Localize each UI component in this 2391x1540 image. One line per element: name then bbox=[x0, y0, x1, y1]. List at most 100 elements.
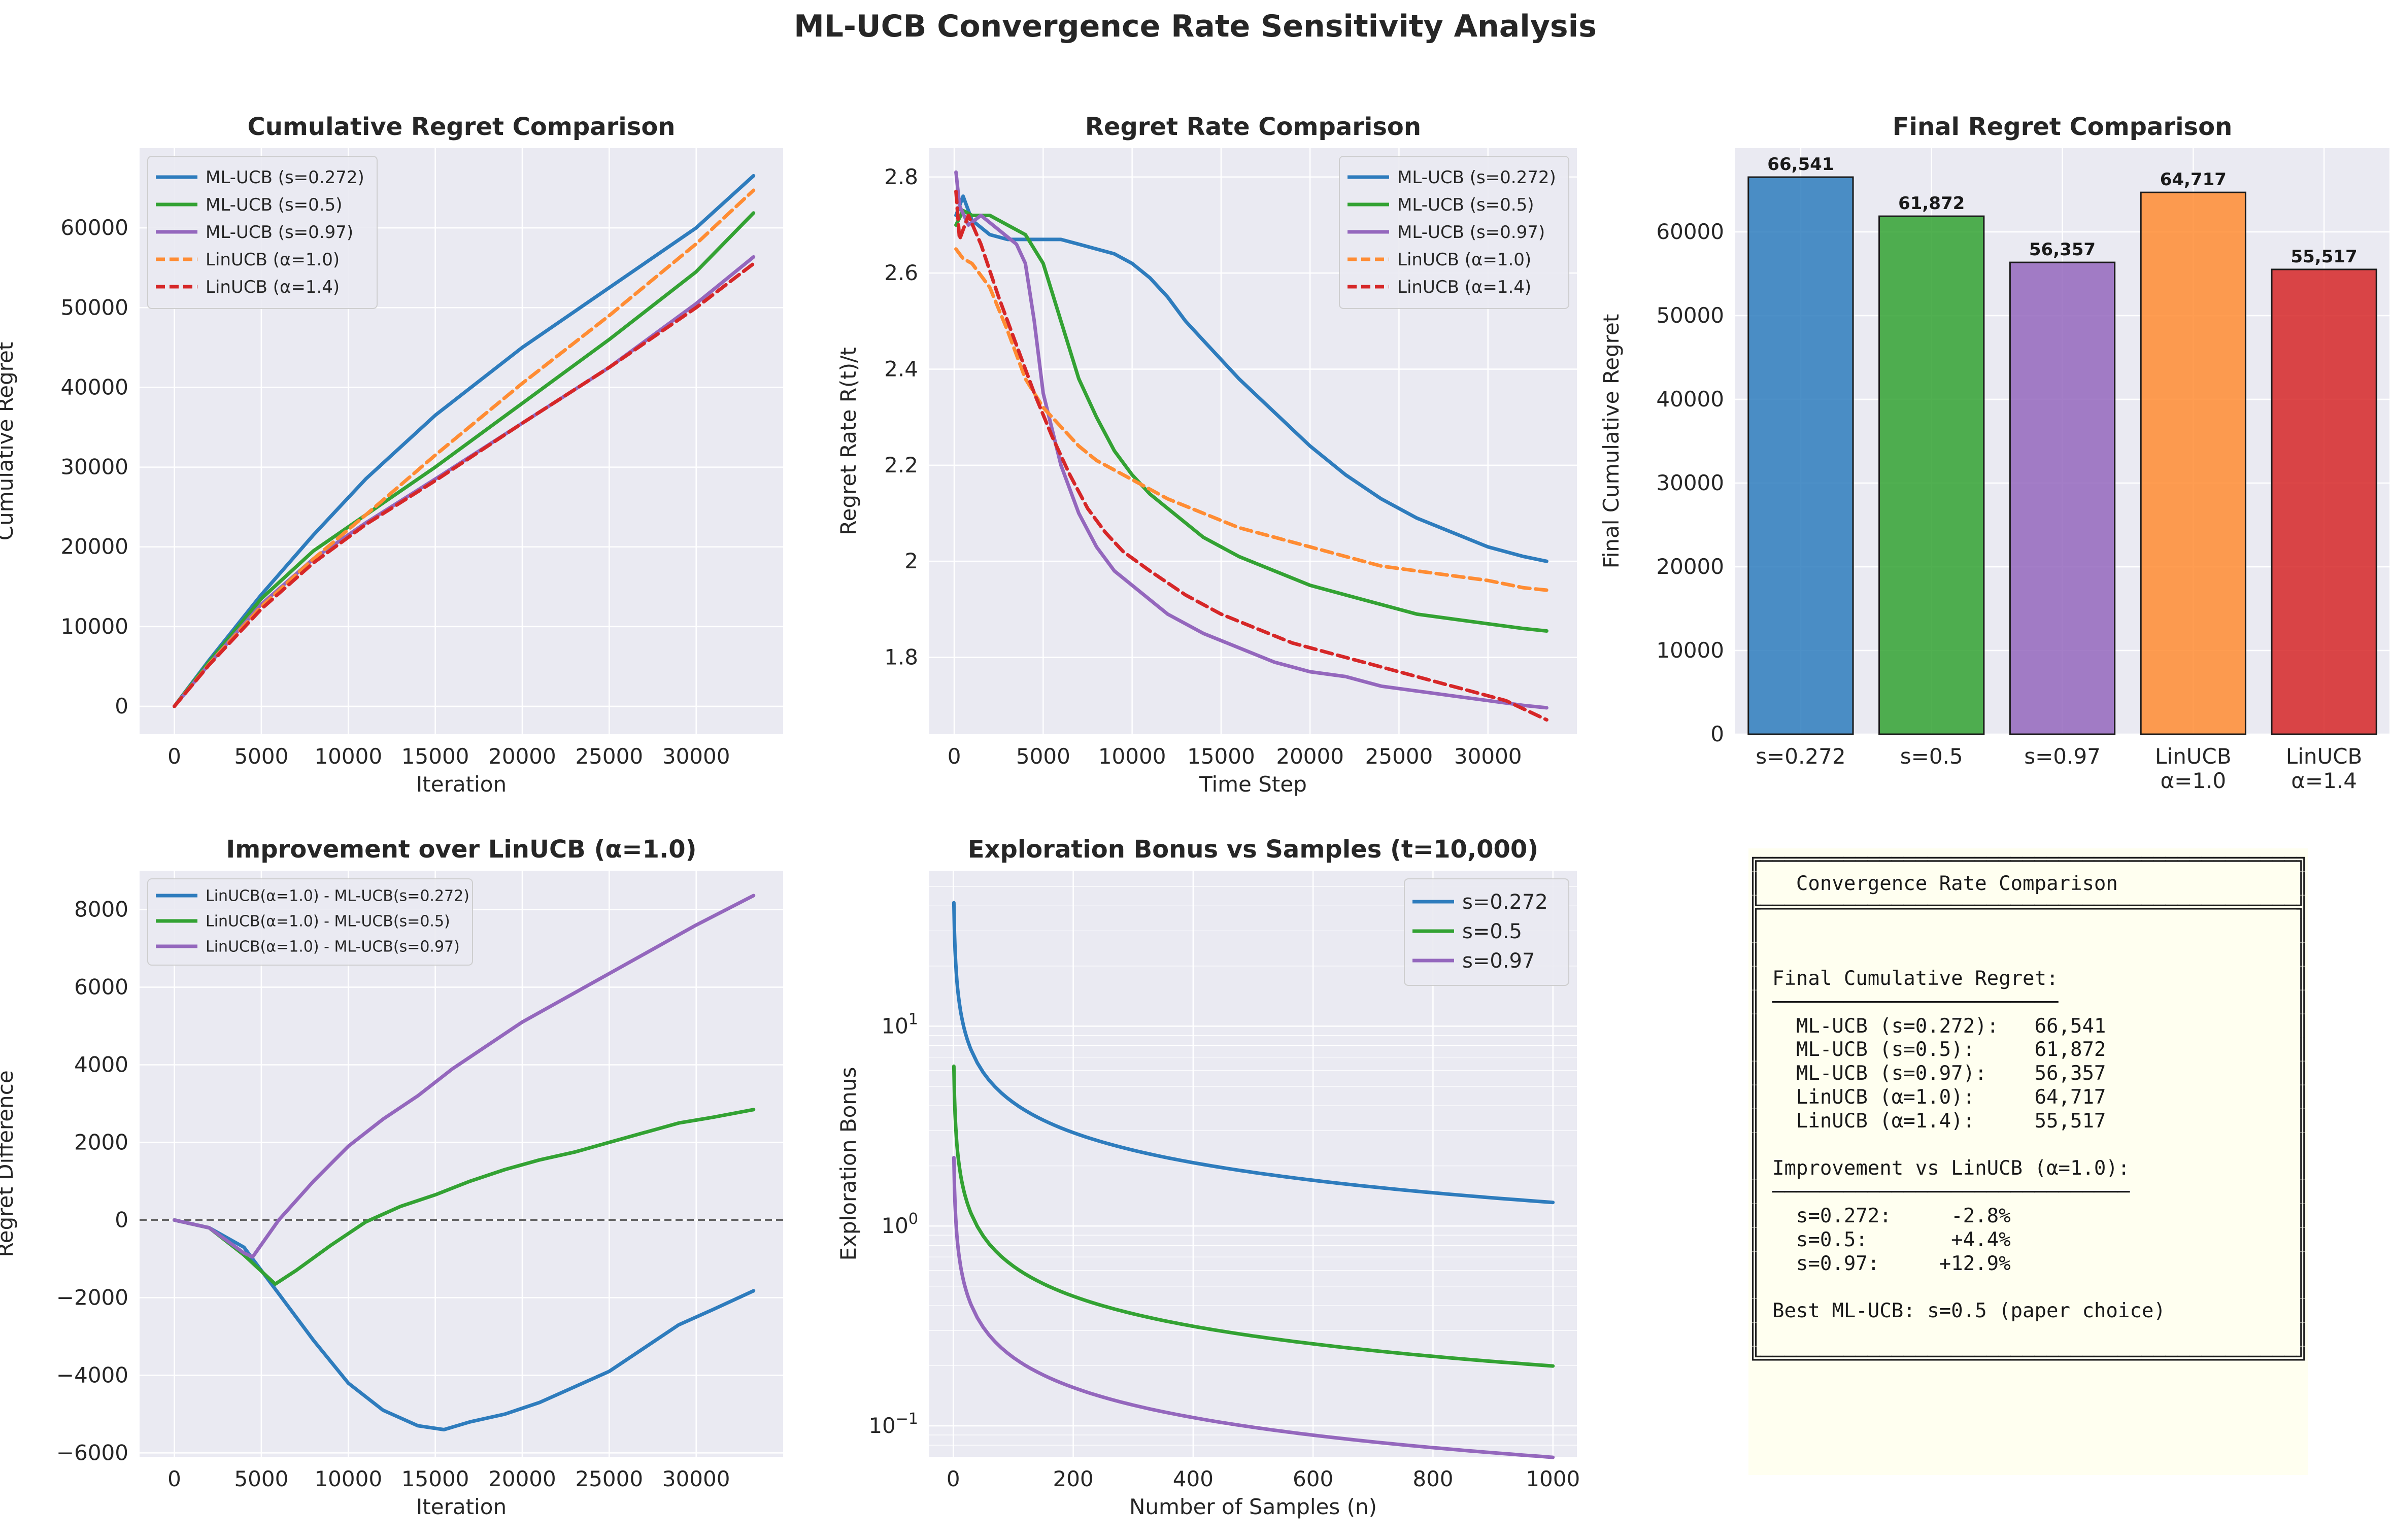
bar-value-label-3: 64,717 bbox=[2160, 169, 2227, 190]
y-tick-label: 10000 bbox=[1656, 638, 1724, 663]
legend-label-0: ML-UCB (s=0.272) bbox=[1397, 167, 1556, 188]
series-line-0 bbox=[173, 174, 756, 708]
legend-box bbox=[1339, 156, 1569, 309]
legend-label-1: s=0.5 bbox=[1462, 920, 1522, 943]
legend-label-2: LinUCB(α=1.0) - ML-UCB(s=0.97) bbox=[206, 938, 460, 956]
series-line-2 bbox=[952, 1155, 1555, 1459]
x-tick-label-3: LinUCB α=1.0 bbox=[2155, 744, 2232, 793]
legend-box bbox=[147, 878, 473, 966]
series-line-1 bbox=[173, 211, 756, 708]
panel-title: Improvement over LinUCB (α=1.0) bbox=[226, 835, 696, 864]
x-axis-label: Iteration bbox=[416, 772, 507, 797]
y-tick-label: 50000 bbox=[60, 295, 128, 320]
x-tick-label: 10000 bbox=[314, 1466, 382, 1491]
bar-value-label-0: 66,541 bbox=[1767, 154, 1834, 175]
y-tick-label: 40000 bbox=[1656, 387, 1724, 412]
x-tick-label: 25000 bbox=[575, 1466, 643, 1491]
regret-rate-panel: 0 5000 10000 15000 20000 25000 30000 1.8 2 2.2 2.4… bbox=[836, 113, 1577, 797]
panel-title: Cumulative Regret Comparison bbox=[248, 113, 676, 141]
legend-label-1: LinUCB(α=1.0) - ML-UCB(s=0.5) bbox=[206, 913, 450, 931]
y-tick-label: 40000 bbox=[60, 374, 128, 399]
bar-4 bbox=[2271, 268, 2377, 735]
x-tick-label-1: s=0.5 bbox=[1900, 744, 1963, 769]
x-tick-label: 400 bbox=[1173, 1466, 1214, 1491]
y-axis-label: Cumulative Regret bbox=[0, 342, 18, 541]
y-axis-label: Final Cumulative Regret bbox=[1599, 314, 1624, 569]
improvement-panel: 0 5000 10000 15000 20000 25000 30000−6000−4000… bbox=[0, 835, 783, 1519]
y-tick-label: −4000 bbox=[56, 1362, 128, 1387]
x-axis-label: Time Step bbox=[1199, 772, 1307, 797]
bar-value-label-2: 56,357 bbox=[2029, 239, 2096, 260]
series-line-1 bbox=[952, 1064, 1555, 1368]
y-axis-label: Regret Rate R(t)/t bbox=[836, 347, 861, 535]
bar-value-label-1: 61,872 bbox=[1898, 193, 1965, 214]
x-tick-label: 15000 bbox=[401, 1466, 469, 1491]
y-tick-label: 2.6 bbox=[884, 260, 918, 285]
legend-label-0: ML-UCB (s=0.272) bbox=[206, 167, 364, 188]
legend-label-2: ML-UCB (s=0.97) bbox=[1397, 222, 1545, 243]
x-tick-label: 1000 bbox=[1526, 1466, 1580, 1491]
summary-text: ╔═══════════════════════════════════════… bbox=[1748, 848, 2309, 1370]
y-tick-label: 1.8 bbox=[884, 645, 918, 670]
x-tick-label: 200 bbox=[1053, 1466, 1093, 1491]
y-tick-label: 101 bbox=[881, 1010, 918, 1038]
x-tick-label: 15000 bbox=[401, 744, 469, 769]
x-tick-label: 0 bbox=[167, 744, 181, 769]
series-line-2 bbox=[173, 894, 756, 1259]
y-tick-label: 50000 bbox=[1656, 303, 1724, 328]
y-tick-label: 10000 bbox=[60, 614, 128, 639]
x-tick-label: 10000 bbox=[1098, 744, 1166, 769]
y-tick-label: 8000 bbox=[74, 897, 128, 921]
series-line-3 bbox=[954, 247, 1548, 592]
y-tick-label: 0 bbox=[115, 1207, 128, 1232]
series-line-0 bbox=[952, 901, 1555, 1205]
series-line-1 bbox=[954, 209, 1548, 633]
y-tick-label: 20000 bbox=[60, 534, 128, 559]
y-tick-label: 0 bbox=[115, 694, 128, 718]
legend-label-1: ML-UCB (s=0.5) bbox=[1397, 195, 1534, 215]
final-regret-panel: 0 10000 20000 30000 40000 50000 60000 66,541 s=0… bbox=[1599, 113, 2389, 793]
y-tick-label: 30000 bbox=[60, 455, 128, 480]
bar-value-label-4: 55,517 bbox=[2291, 247, 2357, 267]
legend-label-1: ML-UCB (s=0.5) bbox=[206, 195, 343, 215]
x-tick-label-4: LinUCB α=1.4 bbox=[2286, 744, 2363, 793]
y-tick-label: 30000 bbox=[1656, 470, 1724, 495]
x-tick-label: 20000 bbox=[488, 1466, 556, 1491]
y-tick-label: 20000 bbox=[1656, 554, 1724, 579]
series-line-4 bbox=[173, 262, 756, 708]
series-line-0 bbox=[173, 1218, 756, 1431]
x-tick-label: 15000 bbox=[1187, 744, 1255, 769]
y-tick-label: 0 bbox=[1710, 722, 1724, 746]
legend-label-4: LinUCB (α=1.4) bbox=[206, 277, 340, 297]
y-tick-label: 10−1 bbox=[868, 1410, 918, 1438]
x-tick-label: 30000 bbox=[662, 1466, 730, 1491]
y-tick-label: 60000 bbox=[60, 215, 128, 240]
bar-2 bbox=[2009, 261, 2116, 735]
x-tick-label: 30000 bbox=[1454, 744, 1522, 769]
series-line-2 bbox=[954, 170, 1548, 710]
x-tick-label: 600 bbox=[1293, 1466, 1333, 1491]
legend-label-3: LinUCB (α=1.0) bbox=[1397, 250, 1531, 270]
bar-3 bbox=[2140, 191, 2246, 735]
x-tick-label-2: s=0.97 bbox=[2024, 744, 2101, 769]
y-tick-label: 2 bbox=[904, 549, 918, 573]
series-line-4 bbox=[954, 189, 1548, 722]
exploration-bonus-panel: 0 200 400 600 800 1000 10−1 100 101 Exploration B… bbox=[836, 835, 1580, 1519]
x-tick-label: 25000 bbox=[1365, 744, 1433, 769]
series-line-1 bbox=[173, 1108, 756, 1286]
x-tick-label: 0 bbox=[167, 1466, 181, 1491]
x-tick-label: 5000 bbox=[234, 744, 288, 769]
y-tick-label: 100 bbox=[881, 1210, 918, 1238]
y-tick-label: 2.2 bbox=[884, 453, 918, 477]
y-tick-label: 2.4 bbox=[884, 356, 918, 381]
x-tick-label: 5000 bbox=[1016, 744, 1070, 769]
bar-1 bbox=[1878, 215, 1985, 735]
legend-label-0: s=0.272 bbox=[1462, 891, 1548, 914]
y-tick-label: 2000 bbox=[74, 1130, 128, 1154]
legend-label-0: LinUCB(α=1.0) - ML-UCB(s=0.272) bbox=[206, 887, 469, 905]
x-axis-label: Number of Samples (n) bbox=[1129, 1494, 1377, 1519]
y-tick-label: 60000 bbox=[1656, 219, 1724, 244]
x-tick-label: 5000 bbox=[234, 1466, 288, 1491]
cumulative-regret-panel: 0 5000 10000 15000 20000 25000 30000 0 10000 2000… bbox=[0, 113, 783, 797]
